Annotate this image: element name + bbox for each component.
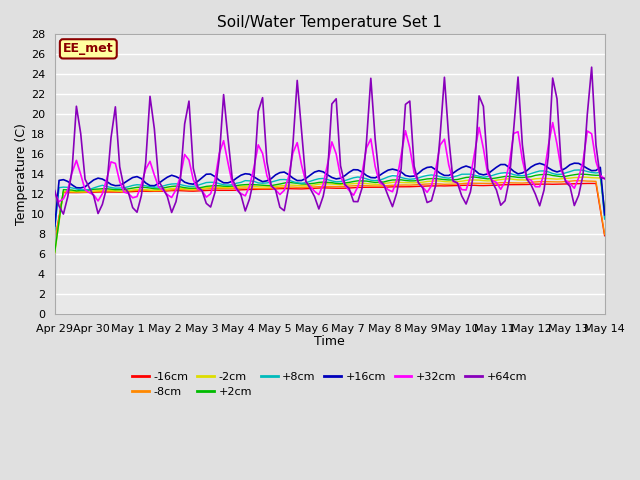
X-axis label: Time: Time	[314, 335, 345, 348]
Text: EE_met: EE_met	[63, 42, 114, 55]
Y-axis label: Temperature (C): Temperature (C)	[15, 123, 28, 225]
Title: Soil/Water Temperature Set 1: Soil/Water Temperature Set 1	[217, 15, 442, 30]
Legend: -16cm, -8cm, -2cm, +2cm, +8cm, +16cm, +32cm, +64cm: -16cm, -8cm, -2cm, +2cm, +8cm, +16cm, +3…	[128, 367, 531, 402]
